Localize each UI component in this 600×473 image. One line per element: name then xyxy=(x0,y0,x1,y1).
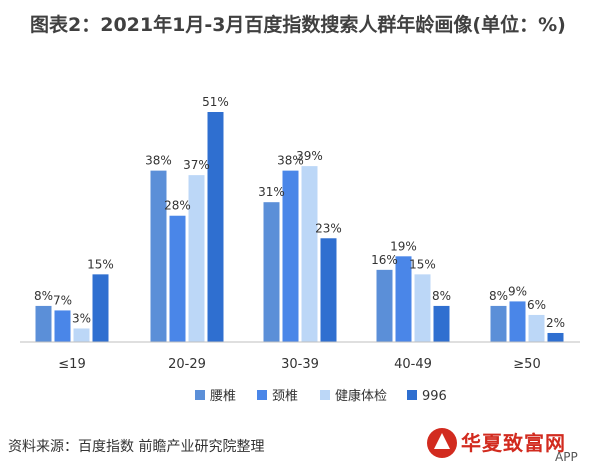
legend-swatch xyxy=(195,390,205,400)
legend-label: 颈椎 xyxy=(272,389,298,404)
bar-996-40-49 xyxy=(433,305,450,342)
data-label: 38% xyxy=(277,154,304,168)
watermark-brand: 华夏致富网 xyxy=(461,431,566,455)
data-label: 6% xyxy=(527,298,546,312)
data-label: 9% xyxy=(508,284,527,298)
legend-item: 健康体检 xyxy=(320,388,387,404)
data-label: 39% xyxy=(296,149,323,163)
watermark-app: APP xyxy=(555,450,578,464)
legend-label: 996 xyxy=(422,389,447,404)
bars-layer xyxy=(35,112,564,342)
bar-腰椎-40-49 xyxy=(376,269,393,342)
x-tick-label: 30-39 xyxy=(281,357,319,372)
data-label: 31% xyxy=(258,185,285,199)
data-label: 8% xyxy=(432,289,451,303)
legend-swatch xyxy=(320,390,330,400)
legend-item: 996 xyxy=(407,389,447,404)
data-label: 15% xyxy=(409,257,436,271)
data-label: 8% xyxy=(34,289,53,303)
data-label: 37% xyxy=(183,158,210,172)
bar-健康体检-30-39 xyxy=(301,166,318,342)
legend-swatch xyxy=(407,390,417,400)
bar-腰椎-20-29 xyxy=(150,170,167,342)
legend-swatch xyxy=(257,390,267,400)
bar-996-≥50 xyxy=(547,332,564,342)
bar-颈椎-≤19 xyxy=(54,310,71,342)
data-label: 2% xyxy=(546,316,565,330)
x-tick-label: 40-49 xyxy=(394,357,432,372)
legend-label: 健康体检 xyxy=(335,388,387,404)
data-label: 7% xyxy=(53,293,72,307)
data-label: 8% xyxy=(489,289,508,303)
data-label: 23% xyxy=(315,221,342,235)
x-tick-label: 20-29 xyxy=(168,357,206,372)
bar-996-20-29 xyxy=(207,112,224,342)
bar-健康体检-≥50 xyxy=(528,314,545,342)
bar-腰椎-≤19 xyxy=(35,305,52,342)
bar-健康体检-20-29 xyxy=(188,175,205,342)
data-label: 51% xyxy=(202,95,229,109)
data-label: 3% xyxy=(72,311,91,325)
bar-颈椎-30-39 xyxy=(282,170,299,342)
legend-label: 腰椎 xyxy=(210,389,236,404)
x-tick-label: ≥50 xyxy=(513,357,540,372)
bar-健康体检-≤19 xyxy=(73,328,90,342)
bar-996-30-39 xyxy=(320,238,337,342)
bar-腰椎-30-39 xyxy=(263,202,280,342)
data-label: 28% xyxy=(164,199,191,213)
legend-item: 颈椎 xyxy=(257,389,298,404)
chart-title: 图表2：2021年1月-3月百度指数搜索人群年龄画像(单位：%) xyxy=(30,14,566,36)
bar-腰椎-≥50 xyxy=(490,305,507,342)
x-tick-label: ≤19 xyxy=(58,357,85,372)
bar-颈椎-20-29 xyxy=(169,215,186,342)
data-label: 19% xyxy=(390,239,417,253)
watermark: 华夏致富网 APP xyxy=(425,418,595,468)
bar-健康体检-40-49 xyxy=(414,274,431,342)
data-label: 15% xyxy=(87,257,114,271)
brand-logo-icon xyxy=(427,428,457,458)
data-label: 38% xyxy=(145,154,172,168)
legend-item: 腰椎 xyxy=(195,389,236,404)
bar-996-≤19 xyxy=(92,274,109,342)
legend: 腰椎 颈椎 健康体检 996 xyxy=(195,388,447,404)
bar-颈椎-40-49 xyxy=(395,256,412,342)
data-label: 16% xyxy=(371,253,398,267)
source-note: 资料来源：百度指数 前瞻产业研究院整理 xyxy=(8,439,265,455)
bar-颈椎-≥50 xyxy=(509,301,526,342)
x-tick-labels: ≤19 20-29 30-39 40-49 ≥50 xyxy=(58,357,540,372)
data-labels-layer: 8% 7%3%15%38%28%37%51%31%38%39%23%16%19%1… xyxy=(34,95,565,330)
